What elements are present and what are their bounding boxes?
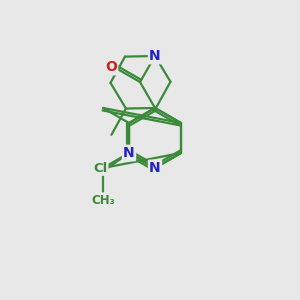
Text: N: N bbox=[149, 49, 161, 63]
Text: CH₃: CH₃ bbox=[91, 194, 115, 206]
Text: N: N bbox=[123, 146, 135, 160]
Text: N: N bbox=[149, 161, 161, 175]
Text: O: O bbox=[105, 60, 117, 74]
Text: Cl: Cl bbox=[93, 161, 107, 175]
